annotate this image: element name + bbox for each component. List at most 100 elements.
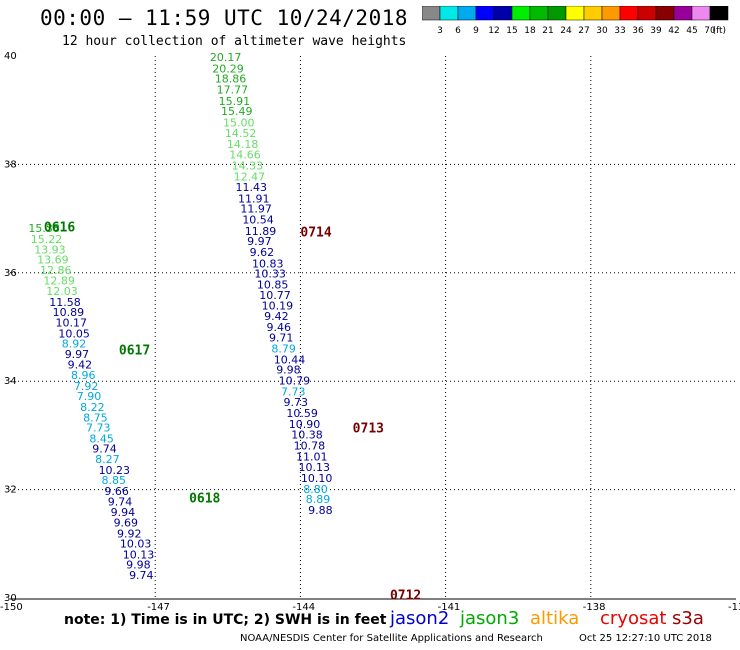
y-tick-label: 38 — [4, 159, 17, 170]
data-point-0: 10.90 — [289, 418, 321, 431]
data-point-0: 20.17 — [210, 51, 242, 64]
data-point-0: 10.77 — [259, 289, 291, 302]
legend-label: 70 — [704, 26, 716, 36]
data-point-0: 17.77 — [217, 83, 249, 96]
data-point-1: 8.22 — [80, 401, 105, 414]
legend-label: 24 — [560, 26, 572, 36]
chart-subtitle: 12 hour collection of altimeter wave hei… — [62, 34, 407, 49]
data-point-1: 9.74 — [92, 443, 117, 456]
pass-time-label: 0618 — [189, 492, 220, 507]
data-point-1: 13.69 — [37, 254, 69, 267]
data-point-0: 7.73 — [281, 385, 306, 398]
timestamp-text: Oct 25 12:27:10 UTC 2018 — [579, 633, 712, 644]
data-point-1: 11.58 — [49, 296, 80, 309]
legend-label: 6 — [455, 26, 461, 36]
pass-time-label: 0712 — [390, 589, 421, 604]
data-point-0: 11.01 — [296, 450, 328, 463]
data-point-1: 9.69 — [114, 516, 138, 529]
pass-time-label: 0617 — [119, 344, 150, 359]
data-point-0: 10.19 — [262, 300, 294, 313]
data-point-1: 9.42 — [68, 359, 93, 372]
data-point-1: 10.13 — [123, 548, 155, 561]
data-point-1: 10.23 — [99, 464, 130, 477]
data-point-1: 10.89 — [53, 306, 84, 319]
legend-label: 9 — [473, 26, 479, 36]
data-point-0: 15.00 — [223, 116, 255, 129]
data-point-0: 10.38 — [291, 429, 323, 442]
legend-cryosat: cryosat — [600, 608, 667, 629]
y-tick-label: 34 — [4, 376, 17, 387]
data-point-1: 8.45 — [89, 432, 114, 445]
data-point-0: 10.59 — [286, 407, 318, 420]
data-point-1: 9.97 — [65, 348, 90, 361]
data-point-1: 9.74 — [129, 569, 154, 582]
data-point-1: 8.85 — [101, 474, 126, 487]
data-point-1: 12.89 — [43, 275, 74, 288]
data-point-0: 9.42 — [264, 310, 289, 323]
data-point-0: 10.54 — [242, 213, 274, 226]
data-point-1: 8.96 — [71, 369, 96, 382]
data-point-1: 8.75 — [83, 411, 108, 424]
data-point-0: 15.91 — [219, 95, 251, 108]
data-point-1: 10.17 — [55, 316, 87, 329]
data-point-0: 11.43 — [236, 181, 268, 194]
x-tick-label: -135 — [728, 602, 740, 613]
data-point-0: 10.83 — [252, 257, 284, 270]
data-point-1: 9.94 — [111, 506, 136, 519]
data-point-1: 7.90 — [77, 390, 102, 403]
data-point-0: 10.13 — [298, 461, 330, 474]
data-point-0: 10.33 — [254, 268, 285, 281]
x-tick-label: -138 — [583, 602, 606, 613]
data-point-1: 9.92 — [117, 527, 141, 540]
legend-jason3: jason3 — [460, 608, 520, 629]
y-tick-label: 32 — [4, 485, 17, 496]
y-tick-label: 36 — [4, 268, 17, 279]
x-tick-label: -150 — [0, 602, 23, 613]
pass-time-label: 0713 — [353, 422, 384, 437]
legend-label: 39 — [650, 26, 662, 36]
legend-label: 21 — [542, 26, 553, 36]
data-point-0: 12.47 — [234, 171, 266, 184]
legend-label: 27 — [578, 26, 589, 36]
data-point-1: 13.93 — [34, 243, 65, 256]
data-point-0: 8.80 — [303, 483, 328, 496]
data-point-0: 14.18 — [227, 138, 259, 151]
data-point-1: 15.22 — [31, 233, 63, 246]
x-tick-label: -144 — [292, 602, 315, 613]
data-point-1: 12.03 — [46, 285, 78, 298]
legend-s3a: s3a — [672, 608, 704, 629]
y-tick-label: 30 — [4, 593, 17, 604]
data-point-0: 14.52 — [225, 127, 257, 140]
data-point-0: 10.78 — [294, 439, 326, 452]
data-point-0: 9.88 — [308, 504, 333, 517]
data-point-0: 10.10 — [301, 472, 333, 485]
data-point-1: 10.03 — [120, 538, 152, 551]
legend-label: 30 — [596, 26, 608, 36]
y-tick-label: 40 — [4, 51, 17, 62]
data-point-1: 9.74 — [108, 495, 133, 508]
data-point-1: 7.92 — [74, 380, 99, 393]
data-point-0: 18.86 — [215, 73, 247, 86]
legend-label: 12 — [488, 26, 499, 36]
data-point-0: 9.73 — [283, 396, 308, 409]
data-point-1: 7.73 — [86, 422, 111, 435]
data-point-1: 9.98 — [126, 559, 151, 572]
pass-time-label: 0714 — [300, 225, 331, 240]
legend-label: 33 — [614, 26, 625, 36]
x-tick-label: -141 — [438, 602, 461, 613]
credit-text: NOAA/NESDIS Center for Satellite Applica… — [240, 633, 543, 644]
data-point-0: 11.97 — [240, 203, 272, 216]
note-text: note: 1) Time is in UTC; 2) SWH is in fe… — [64, 612, 387, 628]
legend-jason2: jason2 — [390, 608, 450, 629]
data-point-0: 11.91 — [238, 192, 269, 205]
data-point-0: 10.85 — [257, 279, 289, 292]
data-point-0: 10.79 — [279, 374, 311, 387]
chart-title: 00:00 – 11:59 UTC 10/24/2018 — [40, 6, 409, 30]
legend-label: 42 — [668, 26, 679, 36]
data-point-0: 10.44 — [274, 353, 306, 366]
legend-label: 3 — [437, 26, 443, 36]
data-point-0: 9.71 — [269, 332, 294, 345]
data-point-1: 8.27 — [95, 453, 120, 466]
